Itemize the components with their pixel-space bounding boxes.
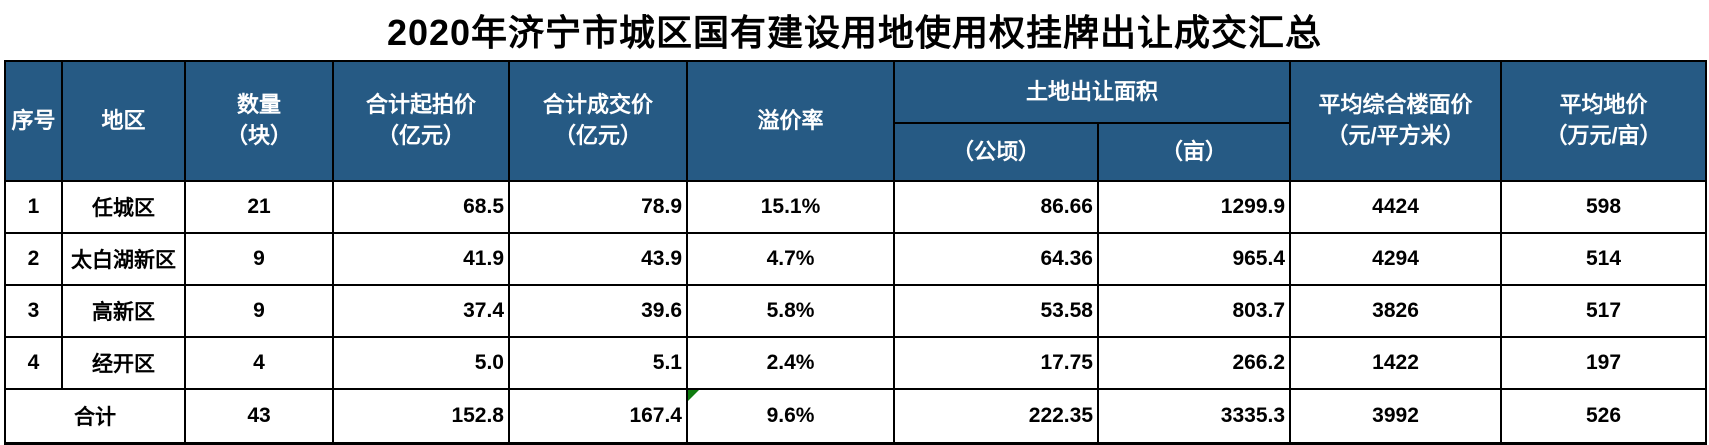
cell-region: 太白湖新区 bbox=[61, 232, 186, 286]
cell-count: 9 bbox=[184, 284, 334, 338]
cell-premium-rate: 15.1% bbox=[686, 180, 895, 234]
cell-premium-rate: 4.7% bbox=[686, 232, 895, 286]
col-header-count: 数量 （块） bbox=[184, 60, 334, 182]
excel-error-indicator-icon bbox=[688, 390, 699, 401]
cell-region: 经开区 bbox=[61, 336, 186, 390]
land-transaction-summary-table: 序号 地区 数量 （块） 合计起拍价 （亿元） 合计成交价 （亿元） 溢价率 土… bbox=[4, 60, 1708, 445]
cell-area-mu: 266.2 bbox=[1096, 336, 1292, 390]
cell-avg-floor-price: 3826 bbox=[1289, 284, 1503, 338]
cell-region: 高新区 bbox=[61, 284, 186, 338]
cell-area-hectare: 222.35 bbox=[893, 388, 1099, 445]
col-header-premium-rate: 溢价率 bbox=[686, 60, 895, 182]
cell-avg-land-price: 526 bbox=[1500, 388, 1708, 445]
cell-avg-land-price: 197 bbox=[1500, 336, 1708, 390]
cell-avg-land-price: 598 bbox=[1500, 180, 1708, 234]
cell-area-hectare: 64.36 bbox=[893, 232, 1099, 286]
cell-area-mu: 3335.3 bbox=[1096, 388, 1292, 445]
cell-count: 9 bbox=[184, 232, 334, 286]
cell-count: 4 bbox=[184, 336, 334, 390]
col-header-no: 序号 bbox=[4, 60, 63, 182]
col-header-total-start-price: 合计起拍价 （亿元） bbox=[332, 60, 510, 182]
cell-total-label: 合计 bbox=[4, 388, 186, 445]
table-total-row: 合计 43 152.8 167.4 9.6% 222.35 3335.3 399… bbox=[4, 388, 1708, 445]
col-header-area-mu: （亩） bbox=[1096, 122, 1292, 182]
cell-no: 4 bbox=[4, 336, 63, 390]
cell-avg-floor-price: 4294 bbox=[1289, 232, 1503, 286]
table-row-gaoxin: 3 高新区 9 37.4 39.6 5.8% 53.58 803.7 3826 … bbox=[4, 284, 1708, 338]
cell-total-deal-price: 167.4 bbox=[508, 388, 688, 445]
cell-premium-rate: 2.4% bbox=[686, 336, 895, 390]
col-header-land-area-group: 土地出让面积 bbox=[892, 60, 1292, 124]
cell-no: 3 bbox=[4, 284, 63, 338]
cell-total-deal-price: 39.6 bbox=[508, 284, 688, 338]
col-header-area-hectare: （公顷） bbox=[893, 122, 1099, 182]
cell-total-deal-price: 78.9 bbox=[508, 180, 688, 234]
cell-total-start-price: 152.8 bbox=[332, 388, 510, 445]
cell-count: 43 bbox=[184, 388, 334, 445]
cell-area-mu: 1299.9 bbox=[1096, 180, 1292, 234]
cell-area-hectare: 17.75 bbox=[893, 336, 1099, 390]
cell-no: 2 bbox=[4, 232, 63, 286]
cell-area-hectare: 53.58 bbox=[893, 284, 1099, 338]
col-header-avg-land-price: 平均地价 （万元/亩） bbox=[1500, 60, 1708, 182]
cell-total-deal-price: 43.9 bbox=[508, 232, 688, 286]
col-header-region: 地区 bbox=[61, 60, 186, 182]
cell-avg-land-price: 514 bbox=[1500, 232, 1708, 286]
col-header-total-deal-price: 合计成交价 （亿元） bbox=[508, 60, 688, 182]
cell-count: 21 bbox=[184, 180, 334, 234]
cell-premium-rate: 5.8% bbox=[686, 284, 895, 338]
col-header-avg-floor-price: 平均综合楼面价 （元/平方米） bbox=[1289, 60, 1503, 182]
cell-avg-land-price: 517 bbox=[1500, 284, 1708, 338]
cell-premium-rate-value: 9.6% bbox=[766, 404, 815, 427]
cell-total-start-price: 68.5 bbox=[332, 180, 510, 234]
cell-avg-floor-price: 1422 bbox=[1289, 336, 1503, 390]
cell-total-start-price: 37.4 bbox=[332, 284, 510, 338]
cell-area-hectare: 86.66 bbox=[893, 180, 1099, 234]
cell-area-mu: 803.7 bbox=[1096, 284, 1292, 338]
page-title: 2020年济宁市城区国有建设用地使用权挂牌出让成交汇总 bbox=[386, 12, 1323, 53]
cell-no: 1 bbox=[4, 180, 63, 234]
cell-avg-floor-price: 4424 bbox=[1289, 180, 1503, 234]
cell-total-start-price: 41.9 bbox=[332, 232, 510, 286]
cell-premium-rate: 9.6% bbox=[686, 388, 895, 445]
cell-total-start-price: 5.0 bbox=[332, 336, 510, 390]
table-row-rencheng: 1 任城区 21 68.5 78.9 15.1% 86.66 1299.9 44… bbox=[4, 180, 1708, 234]
cell-area-mu: 965.4 bbox=[1096, 232, 1292, 286]
cell-avg-floor-price: 3992 bbox=[1289, 388, 1503, 445]
cell-region: 任城区 bbox=[61, 180, 186, 234]
cell-total-deal-price: 5.1 bbox=[508, 336, 688, 390]
table-row-taibaihu: 2 太白湖新区 9 41.9 43.9 4.7% 64.36 965.4 429… bbox=[4, 232, 1708, 286]
table-row-jingkai: 4 经开区 4 5.0 5.1 2.4% 17.75 266.2 1422 19… bbox=[4, 336, 1708, 390]
